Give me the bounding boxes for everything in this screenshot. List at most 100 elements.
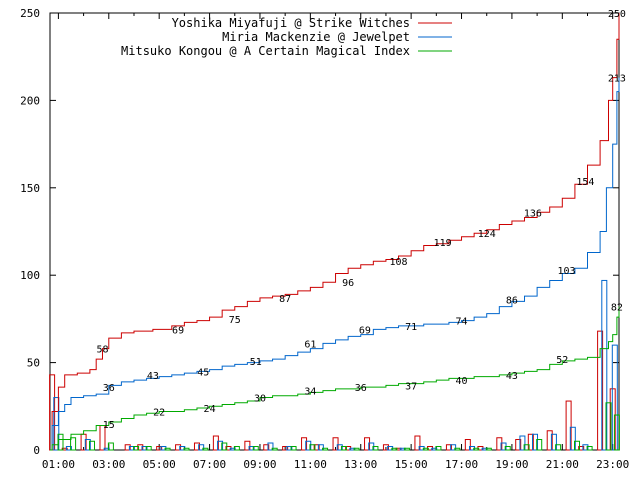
- point-label: 124: [478, 229, 496, 240]
- point-label: 108: [390, 257, 408, 268]
- count-bar: [332, 437, 339, 451]
- point-label: 119: [434, 238, 452, 249]
- point-label: 213: [608, 74, 626, 85]
- x-tick-label: 09:00: [243, 458, 276, 471]
- count-bar: [221, 442, 228, 451]
- point-label: 154: [576, 177, 594, 188]
- x-tick-label: 07:00: [193, 458, 226, 471]
- cumulative-lines: [50, 13, 620, 451]
- x-tick-label: 11:00: [294, 458, 327, 471]
- count-bar: [565, 400, 572, 451]
- point-label: 22: [153, 408, 165, 419]
- count-bar: [515, 439, 522, 451]
- x-tick-label: 15:00: [395, 458, 428, 471]
- count-bar: [282, 446, 289, 451]
- count-bar: [414, 435, 421, 451]
- count-bar: [202, 447, 209, 451]
- count-bar: [399, 447, 406, 451]
- point-label: 15: [103, 420, 115, 431]
- count-bar: [141, 446, 148, 451]
- point-label: 24: [204, 404, 216, 415]
- point-label: 69: [359, 325, 371, 336]
- count-bar: [473, 447, 480, 451]
- count-bar: [145, 446, 152, 451]
- count-bar: [128, 446, 135, 451]
- count-bar: [309, 444, 316, 451]
- x-tick-label: 19:00: [495, 458, 528, 471]
- x-tick-label: 21:00: [546, 458, 579, 471]
- count-bar: [193, 442, 200, 451]
- count-bar: [574, 440, 581, 451]
- series-line-2: [50, 77, 620, 451]
- point-label: 45: [197, 367, 209, 378]
- point-label: 52: [556, 355, 568, 366]
- x-tick-label: 01:00: [42, 458, 75, 471]
- plot-frame: [49, 12, 620, 451]
- count-bar: [485, 447, 492, 451]
- count-bar: [431, 447, 438, 451]
- point-label: 43: [506, 371, 518, 382]
- point-label: 43: [147, 371, 159, 382]
- count-bar: [546, 430, 553, 451]
- point-label: 58: [96, 345, 108, 356]
- count-bar: [248, 446, 255, 451]
- x-tick-label: 05:00: [143, 458, 176, 471]
- count-bar: [156, 446, 163, 451]
- count-bar: [133, 446, 140, 451]
- series-line-1: [50, 13, 620, 451]
- count-bar: [586, 446, 593, 451]
- y-tick-label: 0: [33, 444, 40, 457]
- count-bar: [597, 330, 604, 451]
- x-tick-label: 17:00: [445, 458, 478, 471]
- point-label: 96: [342, 278, 354, 289]
- point-label: 86: [506, 296, 518, 307]
- count-bar: [504, 446, 511, 451]
- y-tick-label: 200: [20, 94, 40, 107]
- point-label: 103: [557, 266, 575, 277]
- count-bar: [353, 447, 360, 451]
- point-label: 30: [254, 394, 266, 405]
- count-bar: [464, 439, 471, 451]
- count-bar: [550, 433, 557, 451]
- count-bar: [555, 444, 562, 451]
- point-label: 51: [250, 357, 262, 368]
- y-tick-label: 100: [20, 269, 40, 282]
- x-tick-label: 13:00: [344, 458, 377, 471]
- point-label: 36: [103, 383, 115, 394]
- count-bar: [336, 444, 343, 451]
- count-bar: [267, 442, 274, 451]
- point-label: 69: [172, 325, 184, 336]
- count-bar: [124, 444, 131, 451]
- count-bar: [340, 446, 347, 451]
- count-bar: [271, 447, 278, 451]
- count-bar: [582, 444, 589, 451]
- count-bar: [523, 444, 530, 451]
- x-tick-label: 03:00: [92, 458, 125, 471]
- axes: 0 50 100 150 200 250 01:00 03:00 05:00 07:00 09:00…: [20, 7, 629, 471]
- point-label: 61: [304, 339, 316, 350]
- count-bar: [103, 447, 110, 451]
- count-bar: [578, 446, 585, 451]
- count-bar: [532, 433, 539, 451]
- count-bar: [305, 440, 312, 451]
- point-label: 34: [304, 387, 316, 398]
- count-bar: [84, 439, 91, 451]
- count-bar: [450, 444, 457, 451]
- point-label: 75: [229, 315, 241, 326]
- legend-label: Mitsuko Kongou @ A Certain Magical Index: [121, 44, 410, 58]
- count-bar: [613, 414, 620, 451]
- count-bar: [536, 439, 543, 451]
- count-bar: [601, 279, 608, 451]
- count-bar: [481, 447, 488, 451]
- series-line-3: [50, 306, 620, 451]
- count-bar: [519, 435, 526, 451]
- count-bar: [391, 447, 398, 451]
- count-bar: [233, 446, 240, 451]
- point-label: 71: [405, 322, 417, 333]
- count-bar: [395, 447, 402, 451]
- count-bar: [61, 447, 68, 451]
- count-bar: [229, 447, 236, 451]
- y-tick-label: 250: [20, 7, 40, 20]
